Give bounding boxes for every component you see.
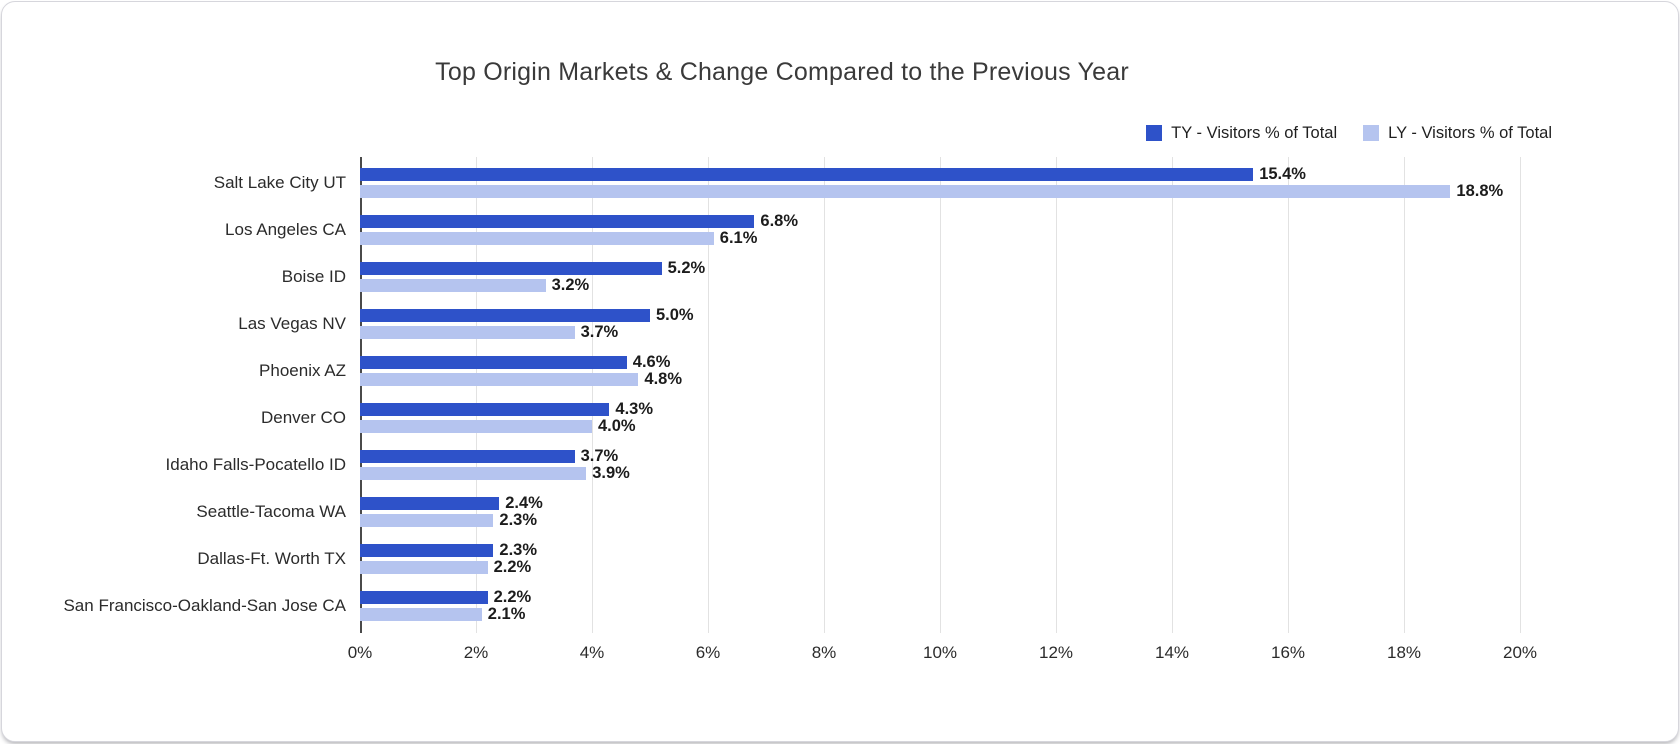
bar-value-label-ty: 15.4%: [1259, 164, 1306, 183]
table-row: 5.0% 3.7%: [360, 300, 1520, 347]
x-tick-label: 6%: [695, 643, 721, 662]
bar-ty[interactable]: 3.7%: [360, 448, 618, 464]
bar-ly[interactable]: 2.2%: [360, 559, 531, 575]
category-label: Los Angeles CA: [225, 219, 346, 239]
gridline: [1056, 157, 1057, 633]
bar-value-label-ly: 4.0%: [598, 416, 636, 435]
category-label: Seattle-Tacoma WA: [196, 501, 346, 521]
legend-item-ty[interactable]: TY - Visitors % of Total: [1146, 124, 1337, 143]
chart-title: Top Origin Markets & Change Compared to …: [435, 58, 1129, 86]
x-tick-label: 10%: [922, 643, 958, 662]
category-axis: Salt Lake City UT Los Angeles CA Boise ID L…: [2, 159, 360, 629]
bar-value-label-ty: 4.3%: [615, 399, 653, 418]
legend-swatch-ly-icon: [1363, 125, 1380, 141]
x-tick-label: 12%: [1038, 643, 1074, 662]
bar-ly[interactable]: 2.3%: [360, 512, 537, 528]
category-label: Salt Lake City UT: [213, 172, 346, 192]
table-row: 2.2% 2.1%: [360, 582, 1520, 629]
legend-swatch-ty-icon: [1146, 125, 1163, 141]
bar-value-label-ty: 5.2%: [667, 258, 706, 277]
table-row: 2.4% 2.3%: [360, 488, 1520, 535]
x-tick-label: 20%: [1502, 643, 1538, 662]
category-label: Phoenix AZ: [259, 360, 346, 380]
gridline: [476, 157, 477, 633]
bar-ty[interactable]: 4.3%: [360, 401, 653, 417]
bar-value-label-ty: 2.4%: [505, 493, 543, 512]
bar-value-label-ly: 6.1%: [719, 228, 758, 247]
bar-ly[interactable]: 4.8%: [360, 371, 682, 387]
bar-ly[interactable]: 3.9%: [360, 465, 630, 481]
gridline: [824, 157, 825, 633]
bar-value-label-ly: 3.7%: [580, 322, 619, 341]
bar-ty[interactable]: 5.0%: [360, 307, 694, 323]
gridline: [940, 157, 941, 633]
plot-area: 15.4% 18.8% 6.8% 6.1% 5.2% 3.2% 5.0% 3.7…: [360, 157, 1521, 633]
table-row: 2.3% 2.2%: [360, 535, 1520, 582]
category-label: Idaho Falls-Pocatello ID: [165, 454, 346, 474]
table-row: 4.6% 4.8%: [360, 347, 1520, 394]
table-row: 4.3% 4.0%: [360, 394, 1520, 441]
bar-ty[interactable]: 4.6%: [360, 354, 670, 370]
bar-value-label-ly: 2.2%: [493, 557, 532, 576]
gridline: [708, 157, 709, 633]
x-tick-label: 16%: [1270, 643, 1306, 662]
gridline: [1520, 157, 1521, 633]
legend: TY - Visitors % of Total LY - Visitors %…: [2, 121, 1552, 145]
table-row: 3.7% 3.9%: [360, 441, 1520, 488]
bar-value-label-ly: 2.3%: [499, 510, 537, 529]
category-label: Denver CO: [260, 407, 346, 427]
bar-value-label-ty: 3.7%: [580, 446, 619, 465]
x-tick-label: 4%: [579, 643, 605, 662]
bar-ly[interactable]: 2.1%: [360, 606, 525, 622]
x-tick-label: 14%: [1154, 643, 1190, 662]
x-tick-label: 2%: [463, 643, 489, 662]
legend-label-ly: LY - Visitors % of Total: [1388, 123, 1552, 142]
bar-ly[interactable]: 6.1%: [360, 230, 757, 246]
table-row: 6.8% 6.1%: [360, 206, 1520, 253]
bar-value-label-ty: 6.8%: [760, 211, 798, 230]
gridline: [1288, 157, 1289, 633]
bar-ty[interactable]: 2.3%: [360, 542, 537, 558]
gridline: [592, 157, 593, 633]
bar-value-label-ty: 4.6%: [632, 352, 671, 371]
category-label: San Francisco-Oakland-San Jose CA: [63, 595, 346, 615]
x-tick-label: 8%: [811, 643, 837, 662]
legend-item-ly[interactable]: LY - Visitors % of Total: [1363, 124, 1552, 143]
category-label: Las Vegas NV: [238, 313, 346, 333]
bar-ty[interactable]: 2.2%: [360, 589, 531, 605]
table-row: 15.4% 18.8%: [360, 159, 1520, 206]
bar-ly[interactable]: 3.2%: [360, 277, 589, 293]
bar-ty[interactable]: 15.4%: [360, 166, 1306, 182]
bar-value-label-ly: 4.8%: [644, 369, 682, 388]
bar-ly[interactable]: 4.0%: [360, 418, 636, 434]
table-row: 5.2% 3.2%: [360, 253, 1520, 300]
bar-ty[interactable]: 6.8%: [360, 213, 798, 229]
x-axis: 0% 2% 4% 6% 8% 10% 12% 14% 16% 18% 20%: [348, 629, 1537, 669]
chart-body: Salt Lake City UT Los Angeles CA Boise ID L…: [2, 157, 1678, 633]
bar-ly[interactable]: 3.7%: [360, 324, 618, 340]
bar-value-label-ty: 2.2%: [493, 587, 532, 606]
bar-value-label-ty: 5.0%: [656, 305, 694, 324]
bar-value-label-ly: 3.2%: [551, 275, 590, 294]
bar-rows: 15.4% 18.8% 6.8% 6.1% 5.2% 3.2% 5.0% 3.7…: [360, 159, 1520, 629]
bar-ty[interactable]: 5.2%: [360, 260, 705, 276]
bar-value-label-ly: 3.9%: [592, 463, 630, 482]
bar-value-label-ly: 2.1%: [487, 604, 526, 623]
bar-ty[interactable]: 2.4%: [360, 495, 543, 511]
category-label: Dallas-Ft. Worth TX: [197, 548, 346, 568]
gridline: [1172, 157, 1173, 633]
bar-value-label-ty: 2.3%: [499, 540, 537, 559]
axis-baseline: [360, 157, 362, 633]
bar-value-label-ly: 18.8%: [1456, 181, 1504, 200]
x-tick-label: 18%: [1386, 643, 1422, 662]
gridline: [1404, 157, 1405, 633]
bar-ly[interactable]: 18.8%: [360, 183, 1503, 199]
category-label: Boise ID: [281, 266, 346, 286]
legend-label-ty: TY - Visitors % of Total: [1171, 123, 1338, 142]
x-tick-label: 0%: [347, 643, 373, 662]
